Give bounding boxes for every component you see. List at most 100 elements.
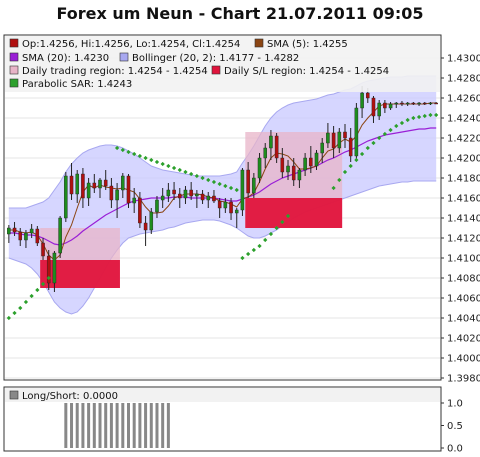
candle-body [263,147,267,159]
candle-body [274,135,279,159]
candle-body [109,185,114,201]
longshort-tick-label: 1.0 [447,399,463,410]
sar-dot [348,163,353,169]
sar-dot [257,243,262,249]
candle-body [246,169,250,194]
longshort-plot-area [64,403,170,448]
sar-dot [126,149,131,155]
candle-body [189,189,193,197]
sl-region [245,198,343,228]
candle-body [411,102,416,105]
longshort-bar [132,403,136,448]
candle-body [337,131,342,149]
sar-dot [240,255,245,261]
candle-body [223,201,228,209]
candle-body [343,131,347,139]
sar-dot [359,151,365,157]
longshort-bar [75,403,79,448]
candle-body [331,132,336,149]
longshort-axis: 1.0 0.5 0.0 [441,399,463,455]
candle-body [405,102,410,105]
longshort-bar [81,403,85,448]
candle-body [291,165,296,181]
price-tick-label: 1.4040 [447,314,480,325]
sar-dot [183,169,188,175]
longshort-bar [64,403,68,448]
candle-body [143,222,148,231]
candle-body [195,193,199,197]
sar-dot [177,167,182,173]
price-tick-label: 1.4100 [447,254,480,265]
legend-label: SMA (20): 1.4230 [22,53,109,64]
longshort-bar [155,403,159,448]
candle-body [98,179,102,189]
legend-swatch [254,38,264,48]
candle-body [394,102,399,105]
sar-dot [194,173,199,179]
sar-dot [143,155,148,161]
candle-body [86,182,91,199]
candle-body [422,102,427,105]
price-tick-label: 1.4220 [447,134,480,145]
sar-dot [234,187,239,193]
candle-body [417,102,421,105]
candle-body [58,217,62,254]
sar-dot [166,163,171,169]
sar-dot [137,153,143,159]
candle-body [29,228,34,234]
longshort-bar [115,403,119,448]
sma20-line [8,127,437,246]
sar-dot [114,145,120,151]
sar-dot [149,157,154,163]
candle-body [234,209,239,214]
candle-body [212,195,216,202]
sar-dot [189,171,194,177]
longshort-bar [70,403,74,448]
legend: Op:1.4256, Hi:1.4256, Lo:1.4254, Cl:1.42… [9,38,389,90]
candle-body [138,197,142,224]
candle-body [18,231,23,241]
sar-dot [200,175,205,181]
candle-body [103,179,108,187]
legend-swatch [211,65,221,75]
candle-body [35,228,40,244]
candle-body [183,189,188,199]
candle-body [286,165,290,173]
candle-body [217,200,222,209]
candle-body [52,252,57,284]
legend-label: SMA (5): 1.4255 [267,39,348,50]
longshort-bar [109,403,113,448]
sar-dot [274,225,279,231]
legend-label: Op:1.4256, Hi:1.4256, Lo:1.4254, Cl:1.42… [22,39,240,50]
sma5-line [8,102,437,261]
candle-body [12,227,17,233]
longshort-legend-swatch [9,390,19,400]
candle-body [24,232,28,241]
candle-body [206,195,211,201]
candle-body [160,195,165,201]
candle-body [46,255,51,284]
candle-body [377,102,381,117]
longshort-bar [144,403,148,448]
longshort-tick-label: 0.0 [447,444,463,455]
sar-dot [171,165,177,171]
price-tick-label: 1.4260 [447,94,480,105]
candle-body [229,201,233,214]
candle-body [75,173,79,195]
sar-dot [228,185,234,191]
candle-body [383,102,387,109]
candle-body [428,102,433,105]
sar-dot [331,185,336,191]
candle-body [366,92,370,99]
candle-body [92,182,97,189]
sar-dot [388,127,393,133]
longshort-bar [149,403,153,448]
candle-body [320,142,324,154]
candle-body [348,137,353,157]
bollinger-lower-line [8,180,437,315]
longshort-tick-label: 0.5 [447,421,463,432]
legend-swatch [9,78,19,88]
longshort-bar [121,403,125,448]
candle-body [280,157,285,173]
candle-body [360,92,364,109]
